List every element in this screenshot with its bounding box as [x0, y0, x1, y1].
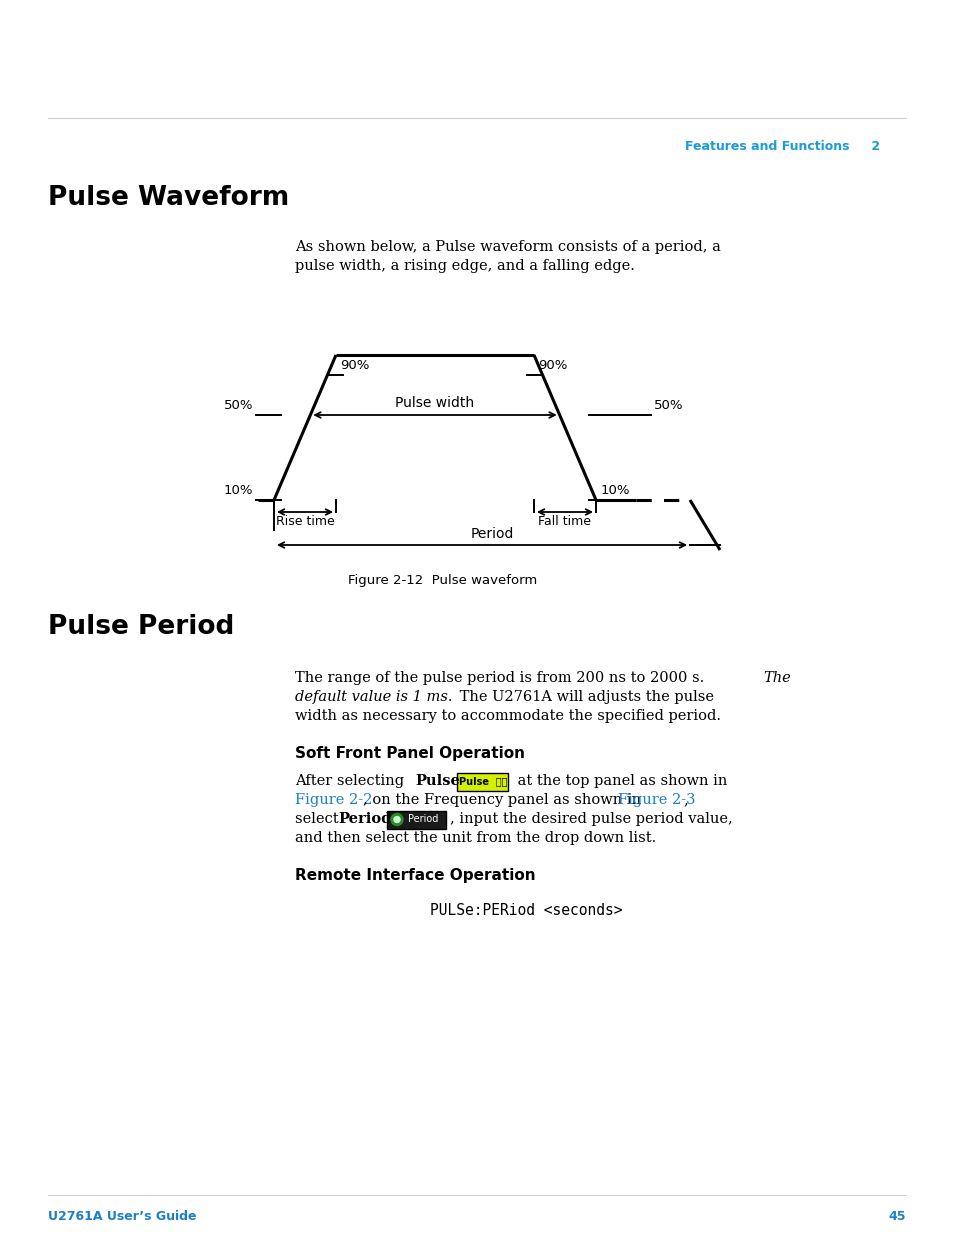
Text: Period: Period — [407, 815, 437, 825]
Text: Figure 2-3: Figure 2-3 — [618, 793, 695, 806]
Text: pulse width, a rising edge, and a falling edge.: pulse width, a rising edge, and a fallin… — [294, 259, 634, 273]
Text: Fall time: Fall time — [537, 515, 591, 529]
Text: Remote Interface Operation: Remote Interface Operation — [294, 868, 535, 883]
Text: Rise time: Rise time — [275, 515, 334, 529]
Text: 90%: 90% — [537, 359, 567, 372]
Text: 10%: 10% — [223, 484, 253, 496]
Text: 50%: 50% — [223, 399, 253, 412]
Text: Pulse Period: Pulse Period — [48, 614, 234, 640]
Text: U2761A User’s Guide: U2761A User’s Guide — [48, 1210, 196, 1223]
Text: Figure 2-12  Pulse waveform: Figure 2-12 Pulse waveform — [348, 574, 537, 587]
Text: default value is 1 ms.: default value is 1 ms. — [294, 690, 452, 704]
Text: Pulse width: Pulse width — [395, 396, 474, 410]
Text: 10%: 10% — [600, 484, 630, 496]
Text: Pulse  ⎺⎺: Pulse ⎺⎺ — [458, 777, 507, 787]
Text: The: The — [762, 671, 790, 685]
Text: PULSe:PERiod <seconds>: PULSe:PERiod <seconds> — [430, 903, 622, 918]
Text: at the top panel as shown in: at the top panel as shown in — [513, 774, 726, 788]
Text: As shown below, a Pulse waveform consists of a period, a: As shown below, a Pulse waveform consist… — [294, 240, 720, 254]
Text: After selecting: After selecting — [294, 774, 408, 788]
Text: and then select the unit from the drop down list.: and then select the unit from the drop d… — [294, 831, 656, 845]
Text: , input the desired pulse period value,: , input the desired pulse period value, — [450, 811, 732, 826]
Text: , on the Frequency panel as shown in: , on the Frequency panel as shown in — [363, 793, 645, 806]
Text: width as necessary to accommodate the specified period.: width as necessary to accommodate the sp… — [294, 709, 720, 722]
FancyBboxPatch shape — [387, 810, 446, 829]
Text: select: select — [294, 811, 343, 826]
Text: Pulse: Pulse — [415, 774, 459, 788]
Circle shape — [391, 814, 402, 825]
Text: Features and Functions     2: Features and Functions 2 — [684, 140, 879, 153]
Text: 50%: 50% — [654, 399, 682, 412]
Text: Figure 2-2: Figure 2-2 — [294, 793, 372, 806]
Text: Period: Period — [337, 811, 391, 826]
Text: ,: , — [682, 793, 687, 806]
Circle shape — [394, 816, 399, 823]
Text: 90%: 90% — [339, 359, 369, 372]
FancyBboxPatch shape — [457, 773, 508, 790]
Text: Pulse Waveform: Pulse Waveform — [48, 185, 289, 211]
Text: Period: Period — [470, 527, 513, 541]
Text: Soft Front Panel Operation: Soft Front Panel Operation — [294, 746, 524, 761]
Text: The range of the pulse period is from 200 ns to 2000 s.: The range of the pulse period is from 20… — [294, 671, 708, 685]
Text: 45: 45 — [887, 1210, 905, 1223]
Text: The U2761A will adjusts the pulse: The U2761A will adjusts the pulse — [455, 690, 713, 704]
